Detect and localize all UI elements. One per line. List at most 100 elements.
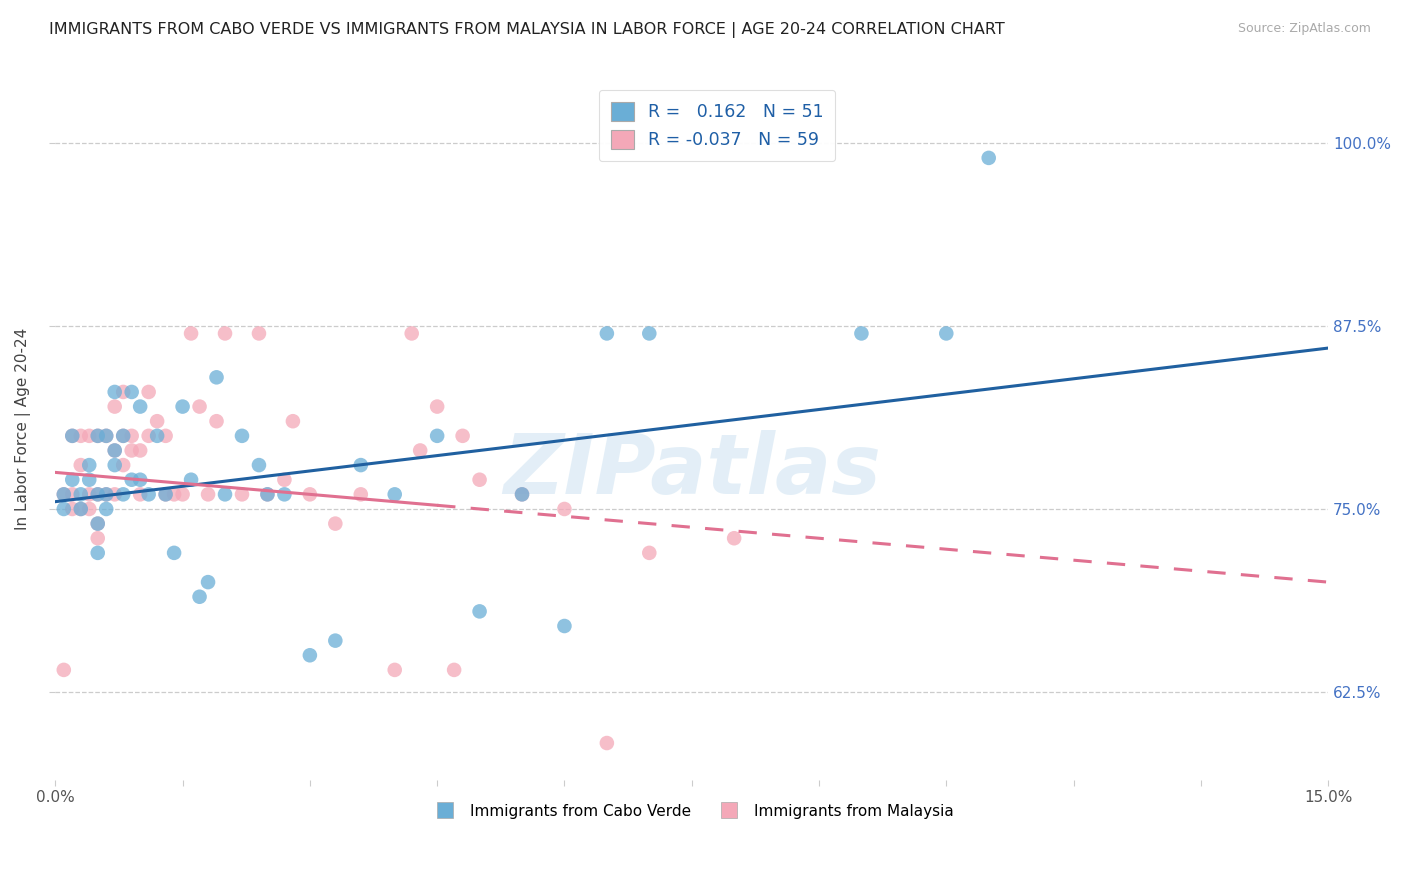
Point — [231, 487, 253, 501]
Point — [443, 663, 465, 677]
Point — [60, 473, 83, 487]
Point — [273, 487, 295, 501]
Point — [77, 473, 100, 487]
Point — [138, 487, 160, 501]
Point — [163, 546, 186, 560]
Point — [350, 487, 373, 501]
Point — [129, 400, 152, 414]
Point — [87, 487, 110, 501]
Point — [197, 575, 219, 590]
Point — [77, 502, 100, 516]
Point — [155, 487, 177, 501]
Point — [96, 487, 118, 501]
Point — [112, 429, 135, 443]
Legend: Immigrants from Cabo Verde, Immigrants from Malaysia: Immigrants from Cabo Verde, Immigrants f… — [425, 797, 959, 824]
Point — [112, 384, 135, 399]
Point — [138, 429, 160, 443]
Point — [129, 473, 152, 487]
Point — [638, 546, 661, 560]
Point — [256, 487, 278, 501]
Point — [69, 502, 91, 516]
Point — [87, 429, 110, 443]
Y-axis label: In Labor Force | Age 20-24: In Labor Force | Age 20-24 — [15, 327, 31, 530]
Point — [163, 487, 186, 501]
Point — [69, 429, 91, 443]
Point — [52, 502, 75, 516]
Point — [155, 487, 177, 501]
Point — [60, 487, 83, 501]
Point — [510, 487, 533, 501]
Point — [121, 429, 143, 443]
Point — [77, 429, 100, 443]
Point — [112, 429, 135, 443]
Point — [96, 502, 118, 516]
Point — [69, 487, 91, 501]
Point — [87, 531, 110, 545]
Point — [87, 516, 110, 531]
Point — [596, 736, 619, 750]
Point — [256, 487, 278, 501]
Point — [172, 487, 194, 501]
Point — [510, 487, 533, 501]
Point — [60, 429, 83, 443]
Point — [384, 487, 406, 501]
Point — [723, 531, 745, 545]
Point — [172, 400, 194, 414]
Point — [104, 384, 127, 399]
Point — [401, 326, 423, 341]
Point — [409, 443, 432, 458]
Point — [451, 429, 474, 443]
Point — [384, 663, 406, 677]
Point — [298, 487, 321, 501]
Point — [60, 429, 83, 443]
Point — [146, 429, 169, 443]
Point — [188, 400, 211, 414]
Point — [205, 370, 228, 384]
Point — [87, 429, 110, 443]
Point — [129, 487, 152, 501]
Point — [155, 429, 177, 443]
Point — [426, 429, 449, 443]
Point — [69, 502, 91, 516]
Point — [121, 443, 143, 458]
Point — [52, 487, 75, 501]
Point — [350, 458, 373, 472]
Point — [214, 326, 236, 341]
Point — [96, 429, 118, 443]
Point — [77, 458, 100, 472]
Text: ZIPatlas: ZIPatlas — [503, 430, 880, 511]
Point — [197, 487, 219, 501]
Point — [180, 326, 202, 341]
Point — [273, 473, 295, 487]
Point — [104, 443, 127, 458]
Point — [281, 414, 304, 428]
Point — [468, 604, 491, 618]
Point — [129, 443, 152, 458]
Point — [935, 326, 957, 341]
Point — [426, 400, 449, 414]
Point — [87, 487, 110, 501]
Text: IMMIGRANTS FROM CABO VERDE VS IMMIGRANTS FROM MALAYSIA IN LABOR FORCE | AGE 20-2: IMMIGRANTS FROM CABO VERDE VS IMMIGRANTS… — [49, 22, 1005, 38]
Point — [231, 429, 253, 443]
Point — [69, 458, 91, 472]
Point — [104, 487, 127, 501]
Point — [96, 487, 118, 501]
Point — [553, 502, 575, 516]
Point — [96, 429, 118, 443]
Point — [104, 443, 127, 458]
Point — [52, 663, 75, 677]
Point — [323, 516, 346, 531]
Point — [87, 546, 110, 560]
Point — [205, 414, 228, 428]
Point — [977, 151, 1000, 165]
Point — [214, 487, 236, 501]
Point — [323, 633, 346, 648]
Point — [60, 502, 83, 516]
Point — [104, 400, 127, 414]
Point — [104, 458, 127, 472]
Point — [638, 326, 661, 341]
Point — [138, 384, 160, 399]
Point — [77, 487, 100, 501]
Point — [468, 473, 491, 487]
Point — [121, 384, 143, 399]
